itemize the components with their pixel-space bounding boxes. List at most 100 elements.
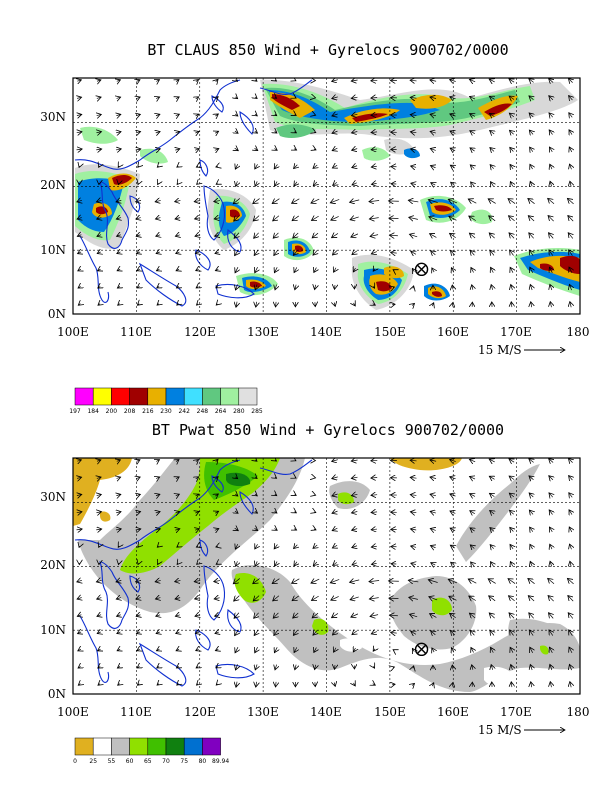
wind-vector [332,631,337,635]
wind-vector [136,235,140,237]
wind-vector [197,183,198,184]
wind-vector [450,494,456,496]
wind-vector [450,511,455,513]
wind-vector [489,79,494,82]
wind-vector [255,131,258,133]
wind-vector [413,666,414,669]
wind-vector [255,460,257,461]
wind-vector [156,477,160,479]
wind-vector [156,649,159,651]
wind-vector [155,218,160,219]
wind-vector [156,460,159,462]
wind-vector [510,562,512,567]
wind-vector [391,632,397,633]
wind-vector [489,216,496,221]
wind-vector [99,546,100,547]
colorbar-swatch [74,387,94,406]
wind-vector [195,529,199,530]
wind-vector [157,666,159,668]
wind-vector [352,546,357,548]
wind-vector [274,149,277,151]
wind-vector [117,477,121,478]
wind-vector [235,249,239,256]
wind-vector [156,235,160,237]
colorbar-level: 89.94 [212,758,229,765]
wind-vector [254,233,259,238]
wind-vector [531,302,532,308]
wind-vector [549,647,552,653]
wind-vector [116,114,120,115]
wind-vector [450,460,456,462]
wind-vector [274,630,278,635]
wind-vector [530,664,532,670]
wind-vector [529,233,534,239]
wind-vector [292,596,299,601]
wind-vector [369,581,380,582]
wind-vector [136,512,141,513]
wind-vector [568,233,573,239]
wind-vector [471,182,474,186]
wind-vector [196,649,199,650]
wind-vector [234,595,240,601]
wind-vector [76,149,83,150]
wind-vector [371,166,377,167]
wind-vector [294,149,296,150]
wind-vector [294,182,297,186]
vector-ref-label: 15 M/S [478,343,522,357]
wind-vector [353,648,355,652]
wind-vector [489,96,494,99]
wind-vector [333,182,337,185]
wind-vector [136,580,141,581]
wind-vector [156,97,160,99]
wind-vector [136,252,140,254]
wind-vector [332,511,338,513]
wind-vector [196,97,199,99]
wind-vector [275,97,277,98]
wind-vector [450,80,456,82]
wind-vector [294,647,297,652]
wind-vector [430,460,437,461]
wind-vector [569,284,571,291]
lon-label: 160E [437,705,469,719]
wind-vector [373,666,374,668]
wind-vector [195,235,200,236]
wind-vector [97,97,101,98]
wind-vector [295,477,296,478]
wind-vector [116,529,121,530]
wind-vector [158,563,159,564]
colorbar-level: 197 [69,408,81,415]
wind-vector [510,182,512,187]
wind-vector [489,476,494,479]
wind-vector [369,201,380,202]
wind-vector [313,630,317,635]
wind-vector [216,183,217,184]
wind-vector [509,459,514,462]
colorbar-level: 242 [178,408,190,415]
wind-vector [391,252,397,253]
wind-vector [430,114,437,116]
wind-vector [216,459,218,461]
wind-vector [236,301,237,307]
wind-vector [177,166,178,167]
wind-vector [529,510,533,514]
wind-vector [470,165,474,169]
wind-vector [235,511,238,513]
wind-vectors-pwat [77,458,574,687]
wind-vector [216,667,218,668]
wind-vector [548,578,555,585]
wind-vector [314,529,316,530]
colorbar-swatch [165,737,185,756]
wind-vector [314,268,317,273]
wind-vector [275,460,276,461]
lon-label: 110E [120,325,152,339]
wind-vector [311,596,319,600]
wind-vector [430,494,437,496]
wind-vector [369,598,379,599]
lon-label: 130E [247,325,279,339]
wind-vector [550,561,552,566]
wind-vector [177,684,179,685]
wind-vector [293,233,299,238]
wind-vector [77,477,81,478]
wind-vector [295,495,297,496]
wind-vector [431,563,436,565]
